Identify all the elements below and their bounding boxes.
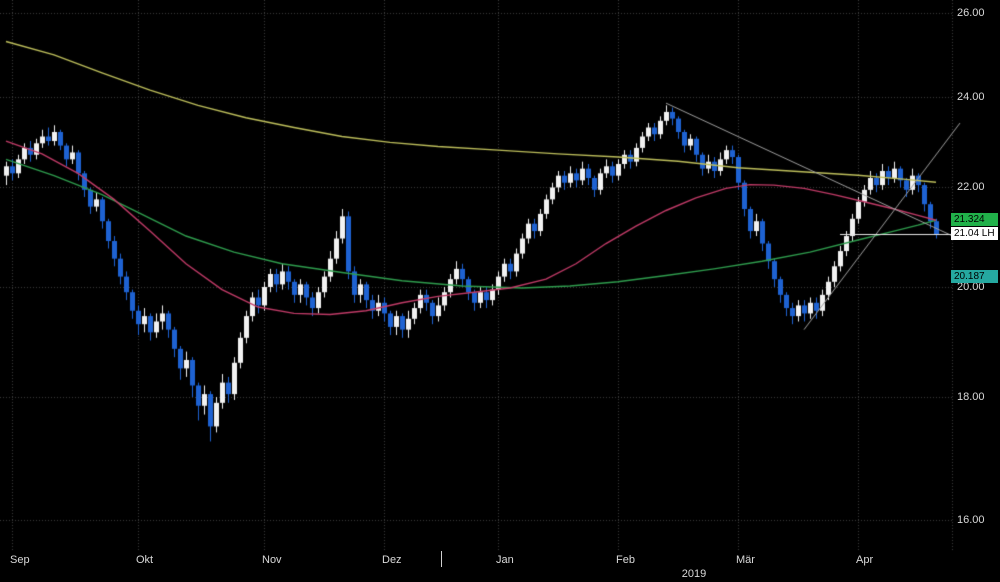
level-value-badge: 20.187 xyxy=(951,270,998,283)
price-axis-label: 22.00 xyxy=(957,181,985,193)
month-label: Okt xyxy=(136,554,154,566)
month-label: Sep xyxy=(10,554,30,566)
price-axis-label: 20.00 xyxy=(957,281,985,293)
price-axis-label: 16.00 xyxy=(957,514,985,526)
last-price-badge: 21.04 LH xyxy=(951,227,998,240)
month-label: Mär xyxy=(736,554,755,566)
month-label: Apr xyxy=(856,554,874,566)
month-label: Feb xyxy=(616,554,635,566)
year-divider-tick xyxy=(441,551,442,567)
price-axis-label: 18.00 xyxy=(957,391,985,403)
month-label: Jan xyxy=(496,554,514,566)
ma-value-badge: 21.324 xyxy=(951,213,998,226)
month-label: Dez xyxy=(382,554,402,566)
price-axis-label: 24.00 xyxy=(957,91,985,103)
month-label: Nov xyxy=(262,554,282,566)
price-axis-label: 26.00 xyxy=(957,7,985,19)
year-label: 2019 xyxy=(681,568,707,580)
